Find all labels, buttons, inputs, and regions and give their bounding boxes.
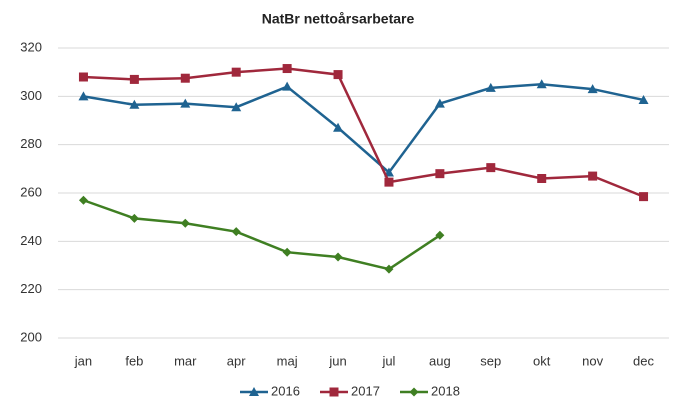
x-tick-label: mar [174,353,197,368]
marker [180,218,190,228]
marker [129,213,139,223]
x-tick-label: feb [125,353,143,368]
marker [231,102,242,112]
marker [282,64,292,74]
marker [231,227,241,237]
marker [537,174,547,183]
y-tick-label: 280 [20,136,42,151]
legend-marker [249,387,259,396]
series-line [83,67,645,198]
legend-marker [409,387,419,397]
series-line [83,199,441,271]
marker [282,81,293,91]
marker [231,67,241,77]
marker [78,91,89,101]
y-tick-label: 200 [20,329,42,344]
marker [333,252,343,262]
y-tick-label: 320 [20,39,42,54]
marker [129,74,139,84]
x-tick-label: apr [227,353,246,368]
marker [180,73,190,83]
x-tick-label: nov [582,353,603,368]
marker [638,94,649,104]
x-tick-label: sep [480,353,501,368]
y-tick-label: 240 [20,233,42,248]
marker [485,82,496,92]
x-tick-label: dec [633,353,654,368]
marker [588,171,598,181]
marker [78,195,88,205]
marker [536,79,547,89]
chart-title: NatBr nettoårsarbetare [262,11,415,27]
marker [486,163,496,173]
marker [78,72,88,82]
marker [180,98,191,108]
marker [587,84,598,94]
series-line [83,82,644,175]
x-tick-label: jan [74,353,92,368]
y-tick-label: 220 [20,281,42,296]
x-tick-label: aug [429,353,451,368]
legend-label: 2016 [271,383,300,398]
marker [282,247,292,257]
marker [129,99,140,109]
marker [333,122,344,132]
x-tick-label: jul [381,353,395,368]
marker [434,98,445,108]
y-tick-label: 300 [20,88,42,103]
marker [435,230,445,240]
x-tick-label: jun [328,353,346,368]
x-tick-label: maj [277,353,298,368]
marker [435,169,445,179]
marker [384,177,394,187]
x-tick-label: okt [533,353,551,368]
y-tick-label: 260 [20,184,42,199]
legend-marker [329,387,339,397]
marker [333,70,343,80]
legend-label: 2017 [351,383,380,398]
marker [639,192,649,202]
legend-label: 2018 [431,383,460,398]
marker [384,264,394,274]
